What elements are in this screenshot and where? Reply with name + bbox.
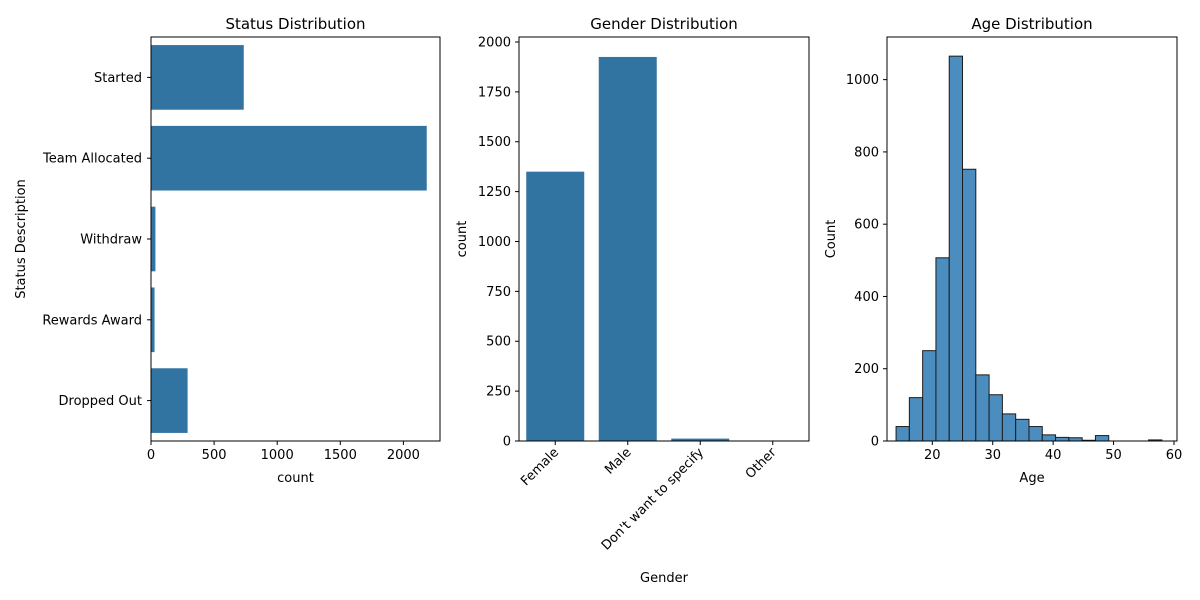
status-x-ticks: 0 500 1000 1500 2000 [147,441,420,463]
age-histogram-bar [1055,436,1070,442]
status-bars [151,45,427,433]
age-y-ticks: 0 200 400 600 800 1000 [846,73,887,450]
age-y-tick-label: 1000 [846,73,879,88]
gender-y-tick-label: 1000 [478,235,511,250]
gender-y-tick-label: 500 [486,335,511,350]
status-x-tick-label: 2000 [387,448,420,463]
age-distribution-chart: Age Distribution 0 200 400 600 800 1000 20 30 4… [824,15,1182,486]
age-histogram-bars [895,55,1163,442]
status-x-tick-label: 500 [202,448,227,463]
status-x-axis-label: count [277,471,314,486]
status-chart-title: Status Distribution [225,15,365,33]
gender-y-tick-label: 0 [503,435,511,450]
age-plot-frame [886,36,1178,442]
gender-distribution-chart: Gender Distribution 0 250 500 750 1000 1250 15… [455,15,810,586]
status-bar [151,45,244,110]
status-y-ticks: Started Team Allocated Withdraw Rewards Awa… [42,71,151,409]
status-plot-frame [150,36,441,442]
age-histogram-bar [1041,434,1057,442]
gender-bar [598,56,657,441]
status-distribution-chart: Status Distribution Started Team Allocate… [14,15,441,486]
gender-y-tick-label: 1750 [478,85,511,100]
age-y-axis-label: Count [824,220,839,259]
status-x-tick-label: 1500 [324,448,357,463]
gender-y-tick-label: 1500 [478,135,511,150]
gender-y-tick-label: 250 [486,385,511,400]
gender-y-tick-label: 1250 [478,185,511,200]
gender-x-tick-label: Male [602,445,634,477]
age-y-tick-label: 600 [854,218,879,233]
gender-y-tick-label: 2000 [478,35,511,50]
age-histogram-bar [1028,426,1043,442]
age-x-ticks: 20 30 40 50 60 [924,441,1182,463]
age-chart-title: Age Distribution [971,15,1092,33]
gender-y-ticks: 0 250 500 750 1000 1250 1500 1750 2000 [478,35,519,450]
status-x-tick-label: 0 [147,448,155,463]
gender-y-axis-label: count [455,221,470,258]
age-x-tick-label: 60 [1166,448,1183,463]
age-x-tick-label: 30 [984,448,1001,463]
status-bar [151,287,155,353]
status-y-tick-label: Started [94,71,142,86]
age-x-tick-label: 50 [1105,448,1122,463]
status-y-tick-label: Rewards Award [42,313,142,328]
gender-bar [526,171,585,441]
status-bar [151,125,427,191]
status-bar [151,206,156,272]
age-x-tick-label: 40 [1045,448,1062,463]
status-y-tick-label: Withdraw [80,233,142,248]
age-histogram-bar [975,374,990,442]
age-histogram-bar [948,55,964,442]
age-histogram-bar [895,426,910,442]
age-y-tick-label: 400 [854,290,879,305]
age-histogram-bar [988,394,1003,442]
gender-x-tick-label: Other [743,445,780,482]
age-histogram-bar [1001,413,1017,442]
gender-y-tick-label: 750 [486,285,511,300]
status-y-tick-label: Team Allocated [42,152,142,167]
age-histogram-bar [922,350,937,442]
age-y-tick-label: 800 [854,145,879,160]
age-x-axis-label: Age [1019,471,1044,486]
age-histogram-bar [1015,418,1030,442]
status-bar [151,368,188,433]
age-y-tick-label: 0 [871,435,879,450]
gender-x-axis-label: Gender [640,571,689,586]
age-histogram-bar [935,257,950,442]
age-x-tick-label: 20 [924,448,941,463]
status-y-axis-label: Status Description [14,179,29,299]
gender-chart-title: Gender Distribution [590,15,738,33]
gender-x-tick-label: Female [518,445,562,489]
status-y-tick-label: Dropped Out [59,394,142,409]
gender-plot-frame [518,36,810,442]
age-histogram-bar [908,397,924,442]
age-y-tick-label: 200 [854,362,879,377]
age-histogram-bar [962,168,977,442]
age-histogram-bar [1094,435,1110,442]
gender-bar [671,438,730,441]
status-x-tick-label: 1000 [261,448,294,463]
gender-bars [526,56,802,441]
